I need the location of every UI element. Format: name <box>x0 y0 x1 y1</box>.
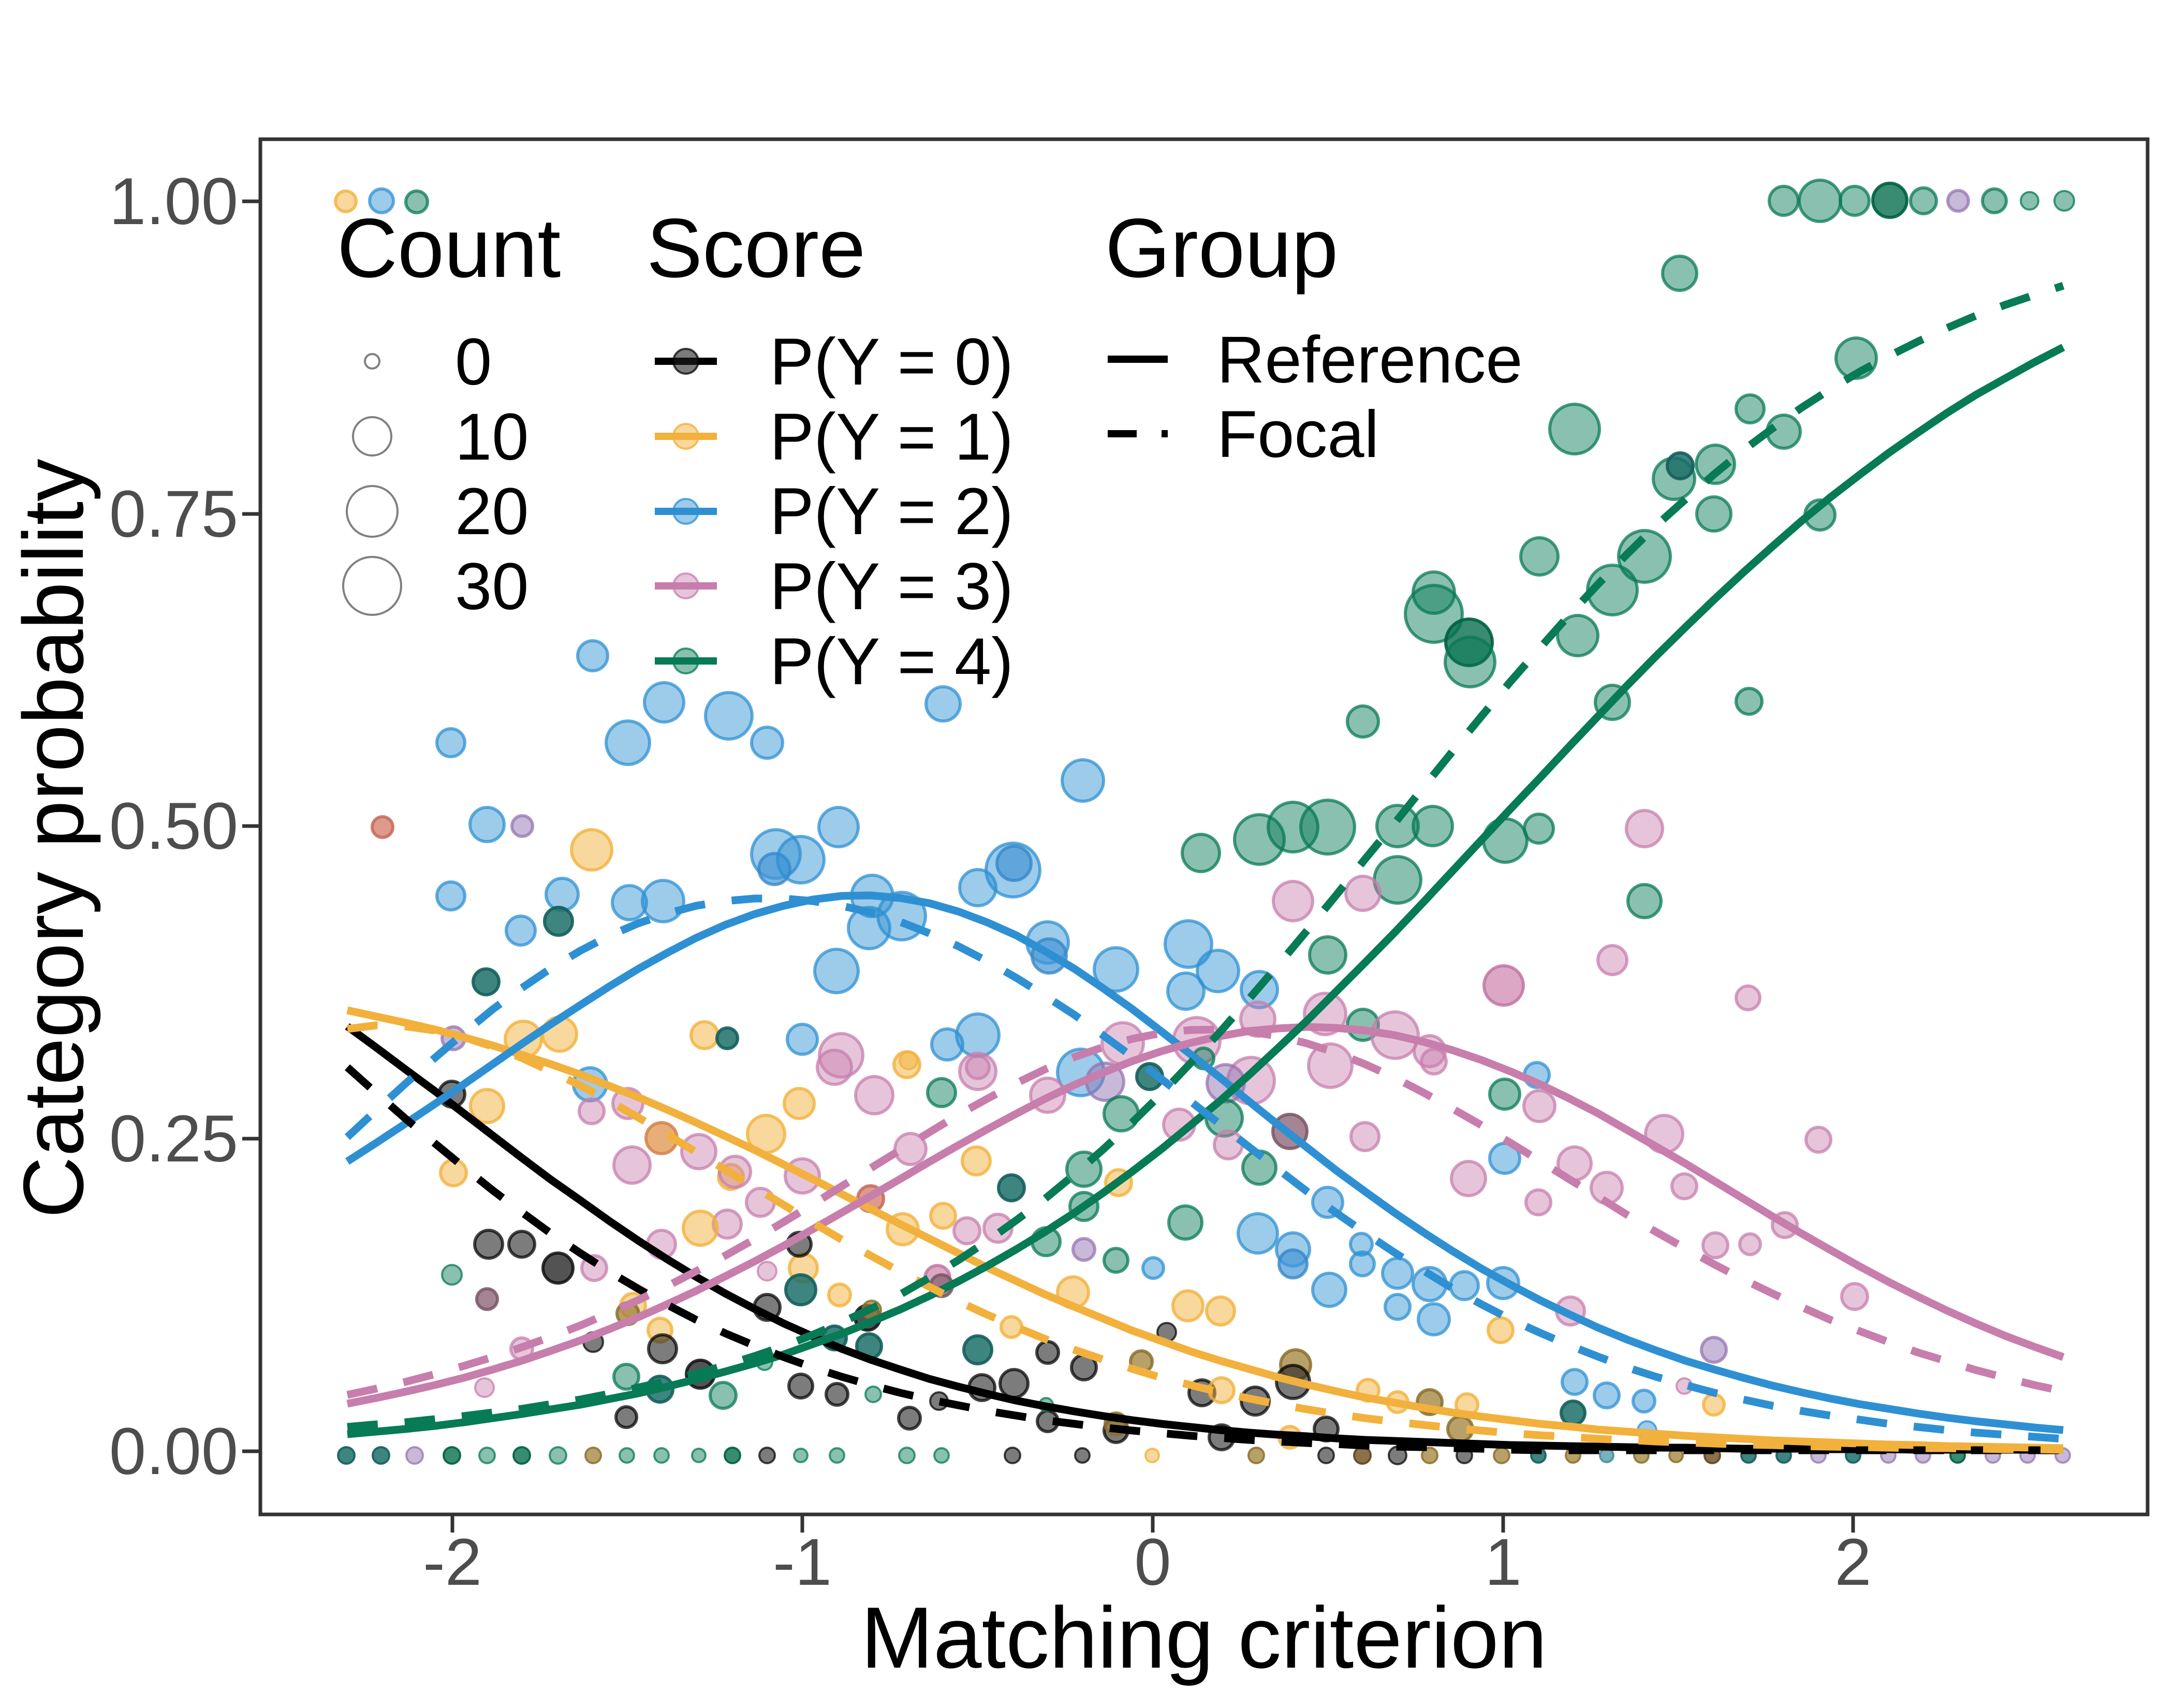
svg-text:Reference: Reference <box>1217 323 1523 397</box>
svg-text:20: 20 <box>455 475 528 549</box>
svg-text:0.50: 0.50 <box>109 789 238 863</box>
svg-text:-1: -1 <box>773 1525 832 1599</box>
svg-text:P(Y = 2): P(Y = 2) <box>770 475 1013 549</box>
svg-text:P(Y = 1): P(Y = 1) <box>770 400 1013 474</box>
svg-text:0: 0 <box>1134 1525 1171 1599</box>
svg-text:Category probability: Category probability <box>6 459 101 1218</box>
svg-text:Group: Group <box>1105 201 1338 295</box>
svg-text:0: 0 <box>455 325 492 399</box>
svg-text:P(Y = 3): P(Y = 3) <box>770 550 1013 624</box>
svg-text:Focal: Focal <box>1217 397 1379 472</box>
svg-text:Count: Count <box>337 201 561 295</box>
svg-text:0.00: 0.00 <box>109 1415 238 1489</box>
svg-text:2: 2 <box>1834 1525 1871 1599</box>
svg-text:1.00: 1.00 <box>109 165 238 239</box>
svg-text:0.75: 0.75 <box>109 477 238 551</box>
svg-text:-2: -2 <box>423 1525 482 1599</box>
svg-text:1: 1 <box>1485 1525 1521 1599</box>
svg-text:P(Y = 4): P(Y = 4) <box>770 625 1013 699</box>
svg-text:Score: Score <box>647 201 865 295</box>
svg-text:0.25: 0.25 <box>109 1102 238 1176</box>
svg-text:Matching criterion: Matching criterion <box>861 1589 1547 1686</box>
svg-text:30: 30 <box>455 550 528 624</box>
svg-text:P(Y = 0): P(Y = 0) <box>770 325 1013 399</box>
svg-text:10: 10 <box>455 400 528 474</box>
